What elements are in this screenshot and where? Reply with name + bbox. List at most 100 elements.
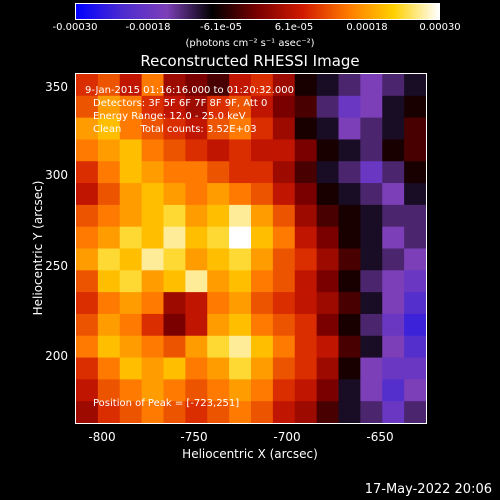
heatmap-cell (163, 357, 186, 380)
heatmap-cell (141, 335, 165, 359)
heatmap-svg (76, 74, 426, 423)
heatmap-cell (251, 74, 274, 97)
heatmap-cell (185, 95, 208, 119)
heatmap-cell (76, 117, 99, 141)
heatmap-cell (360, 95, 383, 119)
heatmap-cell (272, 161, 296, 184)
heatmap-cell (294, 401, 318, 423)
heatmap-cell (404, 401, 426, 423)
heatmap-cell (185, 117, 208, 141)
heatmap-cell (119, 183, 143, 206)
heatmap-cell (404, 139, 426, 162)
heatmap-cell (97, 401, 121, 423)
y-tick-label: 350 (45, 80, 68, 94)
heatmap-cell (141, 270, 165, 293)
heatmap-cell (338, 248, 361, 271)
heatmap-cell (119, 313, 143, 337)
heatmap-cell (185, 204, 208, 228)
heatmap-cell (272, 313, 296, 337)
heatmap-cell (119, 226, 143, 250)
x-tick-label: -700 (273, 430, 301, 444)
heatmap-cell (207, 357, 230, 380)
heatmap-cell (229, 335, 252, 359)
heatmap-cell (272, 335, 296, 359)
heatmap-cell (97, 161, 121, 184)
heatmap-cell (229, 248, 252, 271)
heatmap-cell (119, 74, 143, 97)
y-axis-label: Heliocentric Y (arcsec) (31, 180, 45, 316)
colorbar-tick: -0.00018 (125, 22, 171, 33)
heatmap-cell (97, 183, 121, 206)
heatmap-cell (207, 204, 230, 228)
heatmap-cell (141, 95, 165, 119)
heatmap-cell (229, 183, 252, 206)
heatmap-cell (360, 357, 383, 380)
y-tick-label: 250 (45, 259, 68, 273)
annotation-energy: Energy Range: 12.0 - 25.0 keV (93, 111, 246, 122)
heatmap-cell (185, 313, 208, 337)
heatmap-cell (185, 183, 208, 206)
x-tick-label: -800 (88, 430, 116, 444)
heatmap-cell (119, 139, 143, 162)
heatmap-cell (338, 139, 361, 162)
heatmap-cell (141, 204, 165, 228)
heatmap-cell (119, 204, 143, 228)
heatmap-cell (272, 292, 296, 315)
heatmap-cell (404, 204, 426, 228)
timestamp-footer: 17-May-2022 20:06 (364, 482, 492, 497)
heatmap-cell (294, 270, 318, 293)
heatmap-cell (251, 401, 274, 423)
heatmap-cell (360, 313, 383, 337)
heatmap-cell (76, 379, 99, 402)
heatmap-cell (294, 292, 318, 315)
annotation-detectors: Detectors: 3F 5F 6F 7F 8F 9F, Att 0 (93, 98, 268, 109)
heatmap-cell (76, 270, 99, 293)
heatmap-cell (229, 139, 252, 162)
heatmap-cell (251, 139, 274, 162)
heatmap-cell (119, 161, 143, 184)
heatmap-cell (229, 270, 252, 293)
heatmap-cell (338, 183, 361, 206)
heatmap-cell (360, 335, 383, 359)
heatmap-cell (382, 74, 405, 97)
heatmap-cell (97, 117, 121, 141)
heatmap-cell (294, 183, 318, 206)
heatmap-cell (272, 139, 296, 162)
heatmap-cell (163, 292, 186, 315)
heatmap-cell (404, 74, 426, 97)
heatmap-cell (316, 117, 340, 141)
heatmap-cell (294, 161, 318, 184)
heatmap-cell (294, 379, 318, 402)
heatmap-cell (185, 270, 208, 293)
heatmap-cell (207, 117, 230, 141)
heatmap-cell (404, 248, 426, 271)
heatmap-cell (185, 139, 208, 162)
heatmap-cell (251, 313, 274, 337)
heatmap-cell (404, 292, 426, 315)
heatmap-cell (338, 270, 361, 293)
heatmap-cell (382, 95, 405, 119)
heatmap-cell (404, 117, 426, 141)
heatmap-cell (382, 139, 405, 162)
heatmap-cell (404, 95, 426, 119)
heatmap-cell (229, 292, 252, 315)
heatmap-cell (316, 313, 340, 337)
heatmap-cell (294, 248, 318, 271)
colorbar-units: (photons cm⁻² s⁻¹ asec⁻²) (185, 38, 315, 49)
heatmap-cell (316, 95, 340, 119)
heatmap-cell (251, 161, 274, 184)
heatmap-cell (185, 401, 208, 423)
heatmap-cell (316, 161, 340, 184)
heatmap-cell (316, 204, 340, 228)
heatmap-cell (272, 204, 296, 228)
heatmap-cell (207, 379, 230, 402)
heatmap-cell (76, 95, 99, 119)
heatmap-cell (272, 95, 296, 119)
x-axis-label: Heliocentric X (arcsec) (182, 447, 318, 461)
heatmap-cell (382, 248, 405, 271)
colorbar-tick: 0.00030 (419, 22, 461, 33)
heatmap-cell (207, 74, 230, 97)
heatmap-cell (185, 292, 208, 315)
heatmap-cell (316, 74, 340, 97)
heatmap-cell (97, 204, 121, 228)
